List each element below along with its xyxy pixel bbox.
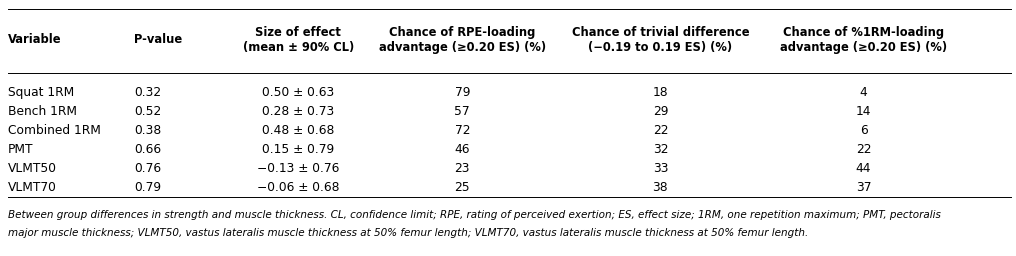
Text: 18: 18 bbox=[652, 86, 669, 99]
Text: 79: 79 bbox=[454, 86, 470, 99]
Text: P-value: P-value bbox=[134, 34, 182, 46]
Text: 0.38: 0.38 bbox=[134, 124, 162, 137]
Text: 32: 32 bbox=[652, 143, 669, 156]
Text: 46: 46 bbox=[454, 143, 470, 156]
Text: 0.52: 0.52 bbox=[134, 105, 162, 118]
Text: 29: 29 bbox=[652, 105, 669, 118]
Text: 37: 37 bbox=[855, 180, 872, 194]
Text: Chance of RPE-loading
advantage (≥0.20 ES) (%): Chance of RPE-loading advantage (≥0.20 E… bbox=[379, 26, 546, 54]
Text: 0.15 ± 0.79: 0.15 ± 0.79 bbox=[262, 143, 334, 156]
Text: Chance of trivial difference
(−0.19 to 0.19 ES) (%): Chance of trivial difference (−0.19 to 0… bbox=[572, 26, 749, 54]
Text: major muscle thickness; VLMT50, vastus lateralis muscle thickness at 50% femur l: major muscle thickness; VLMT50, vastus l… bbox=[8, 228, 809, 238]
Text: Size of effect
(mean ± 90% CL): Size of effect (mean ± 90% CL) bbox=[243, 26, 354, 54]
Text: 0.48 ± 0.68: 0.48 ± 0.68 bbox=[262, 124, 334, 137]
Text: 0.76: 0.76 bbox=[134, 162, 162, 175]
Text: 14: 14 bbox=[855, 105, 872, 118]
Text: −0.06 ± 0.68: −0.06 ± 0.68 bbox=[257, 180, 339, 194]
Text: −0.13 ± 0.76: −0.13 ± 0.76 bbox=[257, 162, 339, 175]
Text: PMT: PMT bbox=[8, 143, 34, 156]
Text: 0.50 ± 0.63: 0.50 ± 0.63 bbox=[262, 86, 334, 99]
Text: 38: 38 bbox=[652, 180, 669, 194]
Text: 0.28 ± 0.73: 0.28 ± 0.73 bbox=[262, 105, 334, 118]
Text: Variable: Variable bbox=[8, 34, 62, 46]
Text: VLMT70: VLMT70 bbox=[8, 180, 57, 194]
Text: Bench 1RM: Bench 1RM bbox=[8, 105, 77, 118]
Text: 6: 6 bbox=[860, 124, 868, 137]
Text: 57: 57 bbox=[454, 105, 470, 118]
Text: 72: 72 bbox=[454, 124, 470, 137]
Text: 0.79: 0.79 bbox=[134, 180, 162, 194]
Text: 44: 44 bbox=[855, 162, 872, 175]
Text: VLMT50: VLMT50 bbox=[8, 162, 57, 175]
Text: Between group differences in strength and muscle thickness. CL, confidence limit: Between group differences in strength an… bbox=[8, 210, 941, 220]
Text: Combined 1RM: Combined 1RM bbox=[8, 124, 101, 137]
Text: 25: 25 bbox=[454, 180, 470, 194]
Text: 0.32: 0.32 bbox=[134, 86, 162, 99]
Text: 0.66: 0.66 bbox=[134, 143, 162, 156]
Text: Squat 1RM: Squat 1RM bbox=[8, 86, 74, 99]
Text: Chance of %1RM-loading
advantage (≥0.20 ES) (%): Chance of %1RM-loading advantage (≥0.20 … bbox=[780, 26, 947, 54]
Text: 22: 22 bbox=[652, 124, 669, 137]
Text: 33: 33 bbox=[652, 162, 669, 175]
Text: 4: 4 bbox=[860, 86, 868, 99]
Text: 23: 23 bbox=[454, 162, 470, 175]
Text: 22: 22 bbox=[855, 143, 872, 156]
